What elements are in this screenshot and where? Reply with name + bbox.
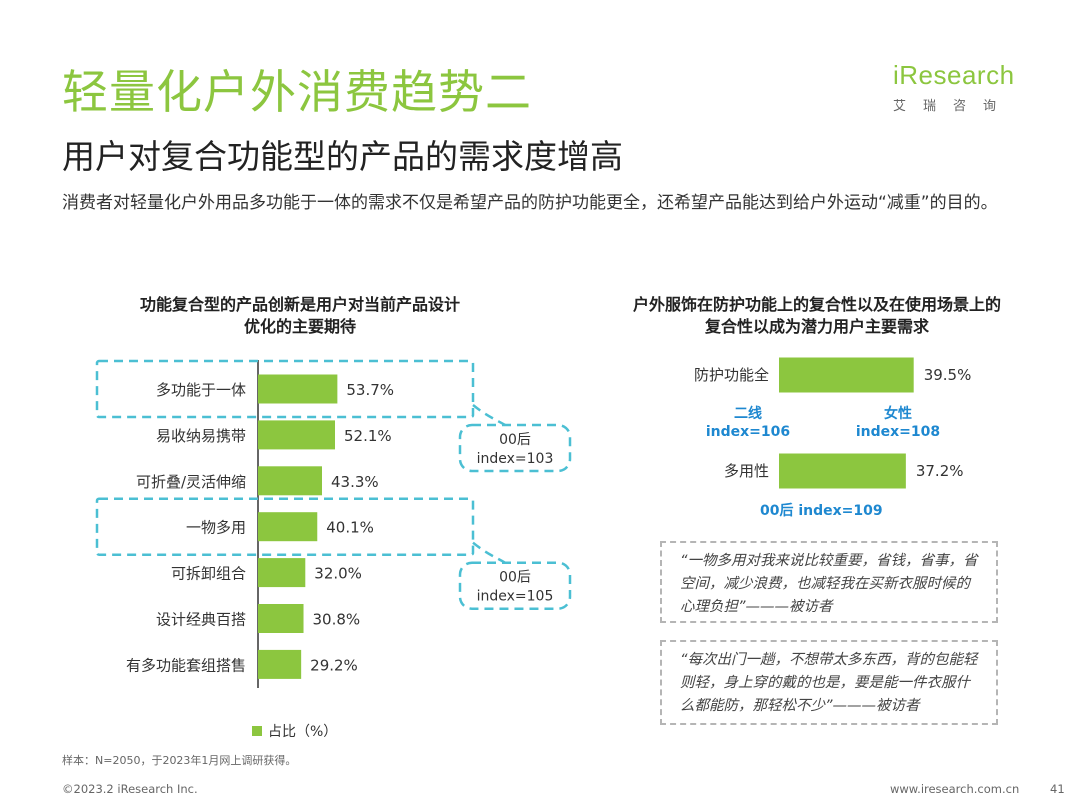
logo-wordmark: iResearch [893,60,1015,90]
interview-quote-2: “每次出门一趟，不想带太多东西，背的包能轻则轻，身上穿的戴的也是，要是能一件衣服… [660,640,998,725]
index-annotation-value: index=103 [477,451,554,467]
page-subtitle: 用户对复合功能型的产品的需求度增高 [62,137,623,176]
sample-footnote: 样本：N=2050，于2023年1月网上调研获得。 [62,754,297,767]
left-value-label: 52.1% [344,427,392,445]
right-category-label: 防护功能全 [694,366,769,384]
interview-quote-1: “一物多用对我来说比较重要，省钱，省事，省空间，减少浪费，也减轻我在买新衣服时候… [660,541,998,623]
left-category-label: 易收纳易携带 [156,427,246,445]
left-chart-title: 功能复合型的产品创新是用户对当前产品设计优化的主要期待 [140,295,461,336]
left-value-label: 30.8% [313,611,361,629]
website-link[interactable]: www.iresearch.com.cn [890,782,1020,796]
page-number: 41 [1050,782,1065,796]
left-bar [258,512,318,542]
index-annotation-value: index=105 [477,589,554,605]
annotation-connector [472,541,506,564]
logo-subtitle: 艾瑞咨询 [893,99,1014,114]
left-category-label: 可折叠/灵活伸缩 [136,473,246,491]
index-annotation-value: index=106 [706,424,790,440]
copyright-text: ©2023.2 iResearch Inc. [62,782,198,796]
iresearch-logo[interactable]: iResearch 艾瑞咨询 [893,60,1028,114]
left-category-label: 一物多用 [186,519,246,537]
index-annotation: 00后 index=109 [760,502,883,519]
left-value-label: 32.0% [314,565,362,583]
left-bar [258,466,322,496]
left-category-label: 设计经典百搭 [156,611,246,629]
left-category-label: 有多功能套组搭售 [126,656,246,674]
page-title: 轻量化户外消费趋势二 [62,65,532,119]
annotation-connector [472,404,506,427]
intro-text: 消费者对轻量化户外用品多功能于一体的需求不仅是希望产品的防护功能更全，还希望产品… [62,193,998,213]
left-value-label: 53.7% [346,381,394,399]
index-annotation-label: 二线 [734,405,762,422]
index-annotation-label: 00后 [499,432,531,448]
index-annotation-label: 00后 [499,570,531,586]
index-annotation-box [458,561,572,610]
right-bar [779,453,906,489]
index-annotation-value: index=108 [856,424,940,440]
right-value-label: 37.2% [916,462,964,480]
left-bar [258,649,302,679]
left-bar [258,374,338,404]
right-category-label: 多用性 [724,462,769,480]
left-category-label: 多功能于一体 [156,381,246,399]
left-bar [258,558,306,588]
left-value-label: 43.3% [331,473,379,491]
right-bar [779,357,914,393]
right-value-label: 39.5% [924,366,972,384]
legend-swatch [252,726,262,736]
highlight-box [95,359,475,419]
left-bar [258,420,336,450]
left-category-label: 可拆卸组合 [171,565,246,583]
legend-label: 占比（%） [268,724,337,740]
highlight-box [95,497,475,556]
left-value-label: 29.2% [310,656,358,674]
left-bar [258,604,304,633]
index-annotation-box [458,423,572,473]
right-chart-title: 户外服饰在防护功能上的复合性以及在使用场景上的复合性以成为潜力用户主要需求 [632,295,1001,336]
index-annotation-label: 女性 [884,405,912,422]
left-value-label: 40.1% [326,519,374,537]
